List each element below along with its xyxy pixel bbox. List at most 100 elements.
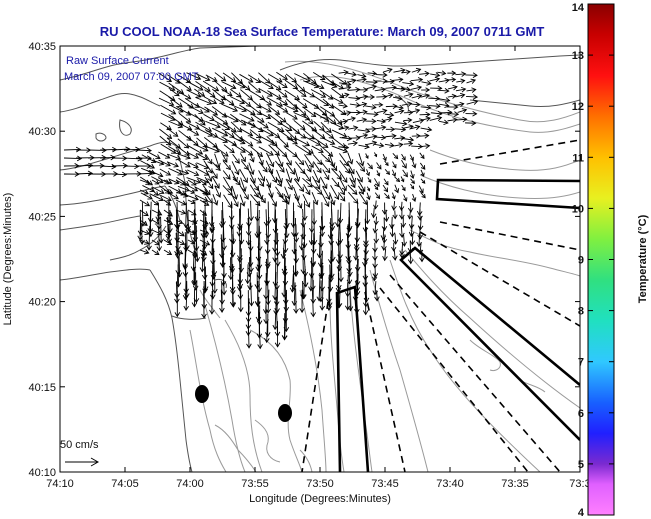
current-vector [158, 216, 164, 244]
current-vector [239, 137, 254, 147]
current-vector [276, 71, 288, 80]
current-vector [304, 136, 322, 146]
current-vector [176, 90, 192, 100]
current-vector [338, 118, 349, 125]
current-vector [401, 101, 413, 107]
current-vector [455, 86, 467, 93]
current-vector [163, 249, 173, 255]
current-vector [419, 249, 425, 263]
current-vector [250, 113, 265, 123]
current-vector [276, 153, 284, 168]
current-vector [277, 121, 293, 131]
current-vector [364, 140, 378, 146]
current-vector [455, 101, 465, 108]
current-vector [249, 152, 255, 163]
current-vector [187, 145, 204, 155]
current-vector [292, 128, 307, 139]
current-vector [63, 155, 83, 162]
colorbar-tick-label: 5 [578, 459, 584, 471]
current-vector [156, 226, 163, 252]
current-vector [232, 143, 246, 153]
current-vector [187, 111, 205, 122]
current-vector [402, 169, 408, 178]
current-vector [376, 162, 382, 170]
current-vector [331, 104, 347, 116]
current-vector [231, 161, 240, 176]
current-vector [320, 153, 331, 163]
current-vector [393, 67, 406, 74]
current-vector [275, 88, 288, 98]
current-vector [158, 193, 172, 202]
current-vector [166, 161, 179, 168]
current-vector [192, 272, 199, 291]
current-vector [151, 219, 160, 225]
current-vector [392, 76, 404, 83]
current-vector [331, 129, 348, 138]
current-vector [447, 111, 460, 117]
current-vector [244, 264, 251, 285]
current-vector [75, 170, 93, 177]
current-vector [420, 169, 425, 177]
current-vector [365, 153, 369, 159]
current-vector [447, 84, 458, 91]
current-vector [302, 120, 318, 132]
current-vector [201, 255, 208, 280]
current-vector [163, 209, 173, 217]
current-vector [401, 136, 415, 143]
current-vector [135, 147, 152, 154]
current-vector [211, 170, 218, 179]
current-vector [248, 82, 261, 93]
lane-east [435, 178, 580, 210]
current-vector [338, 85, 352, 91]
current-vector [289, 273, 296, 293]
current-vector [203, 160, 213, 174]
current-vector [331, 168, 342, 180]
current-vector [158, 151, 171, 159]
surface-current-vectors [63, 67, 479, 350]
current-vector [239, 113, 255, 122]
current-vector [401, 159, 407, 169]
current-vector [385, 78, 395, 85]
current-vector [409, 154, 414, 161]
current-vector [419, 133, 430, 139]
current-vector [167, 153, 182, 161]
current-vector [277, 128, 294, 141]
current-vector [212, 162, 221, 172]
current-vector [392, 249, 398, 261]
current-vector [175, 189, 186, 196]
current-vector [301, 242, 307, 261]
current-vector [299, 289, 305, 314]
current-vector [194, 143, 209, 152]
current-vector [166, 127, 179, 137]
current-vector [187, 229, 196, 235]
current-vector [410, 183, 415, 190]
current-vector [401, 69, 411, 75]
inset-timestamp: March 09, 2007 07:00 GMT [64, 71, 199, 83]
current-vector [187, 104, 204, 115]
current-vector [282, 282, 289, 305]
current-vector [148, 169, 164, 178]
current-vector [345, 233, 351, 262]
current-vector [199, 189, 209, 196]
shipping-lanes [335, 178, 580, 472]
current-vector [275, 104, 289, 113]
current-vector [399, 208, 405, 220]
current-vector [394, 142, 404, 148]
current-vector [140, 192, 153, 200]
colorbar-tick-label: 12 [572, 101, 584, 113]
current-vector [199, 219, 209, 225]
current-vector [355, 170, 363, 183]
current-vector [239, 81, 251, 91]
current-vector [99, 154, 116, 161]
current-vector [258, 170, 266, 182]
current-vector [210, 256, 217, 280]
current-vector [211, 106, 228, 118]
current-vector [465, 110, 478, 117]
current-vector [312, 169, 321, 184]
current-vector [303, 183, 311, 196]
current-vector [410, 108, 421, 114]
current-vector [199, 199, 210, 206]
current-vector [455, 92, 466, 99]
current-vector [429, 76, 441, 83]
current-vector [374, 102, 384, 108]
